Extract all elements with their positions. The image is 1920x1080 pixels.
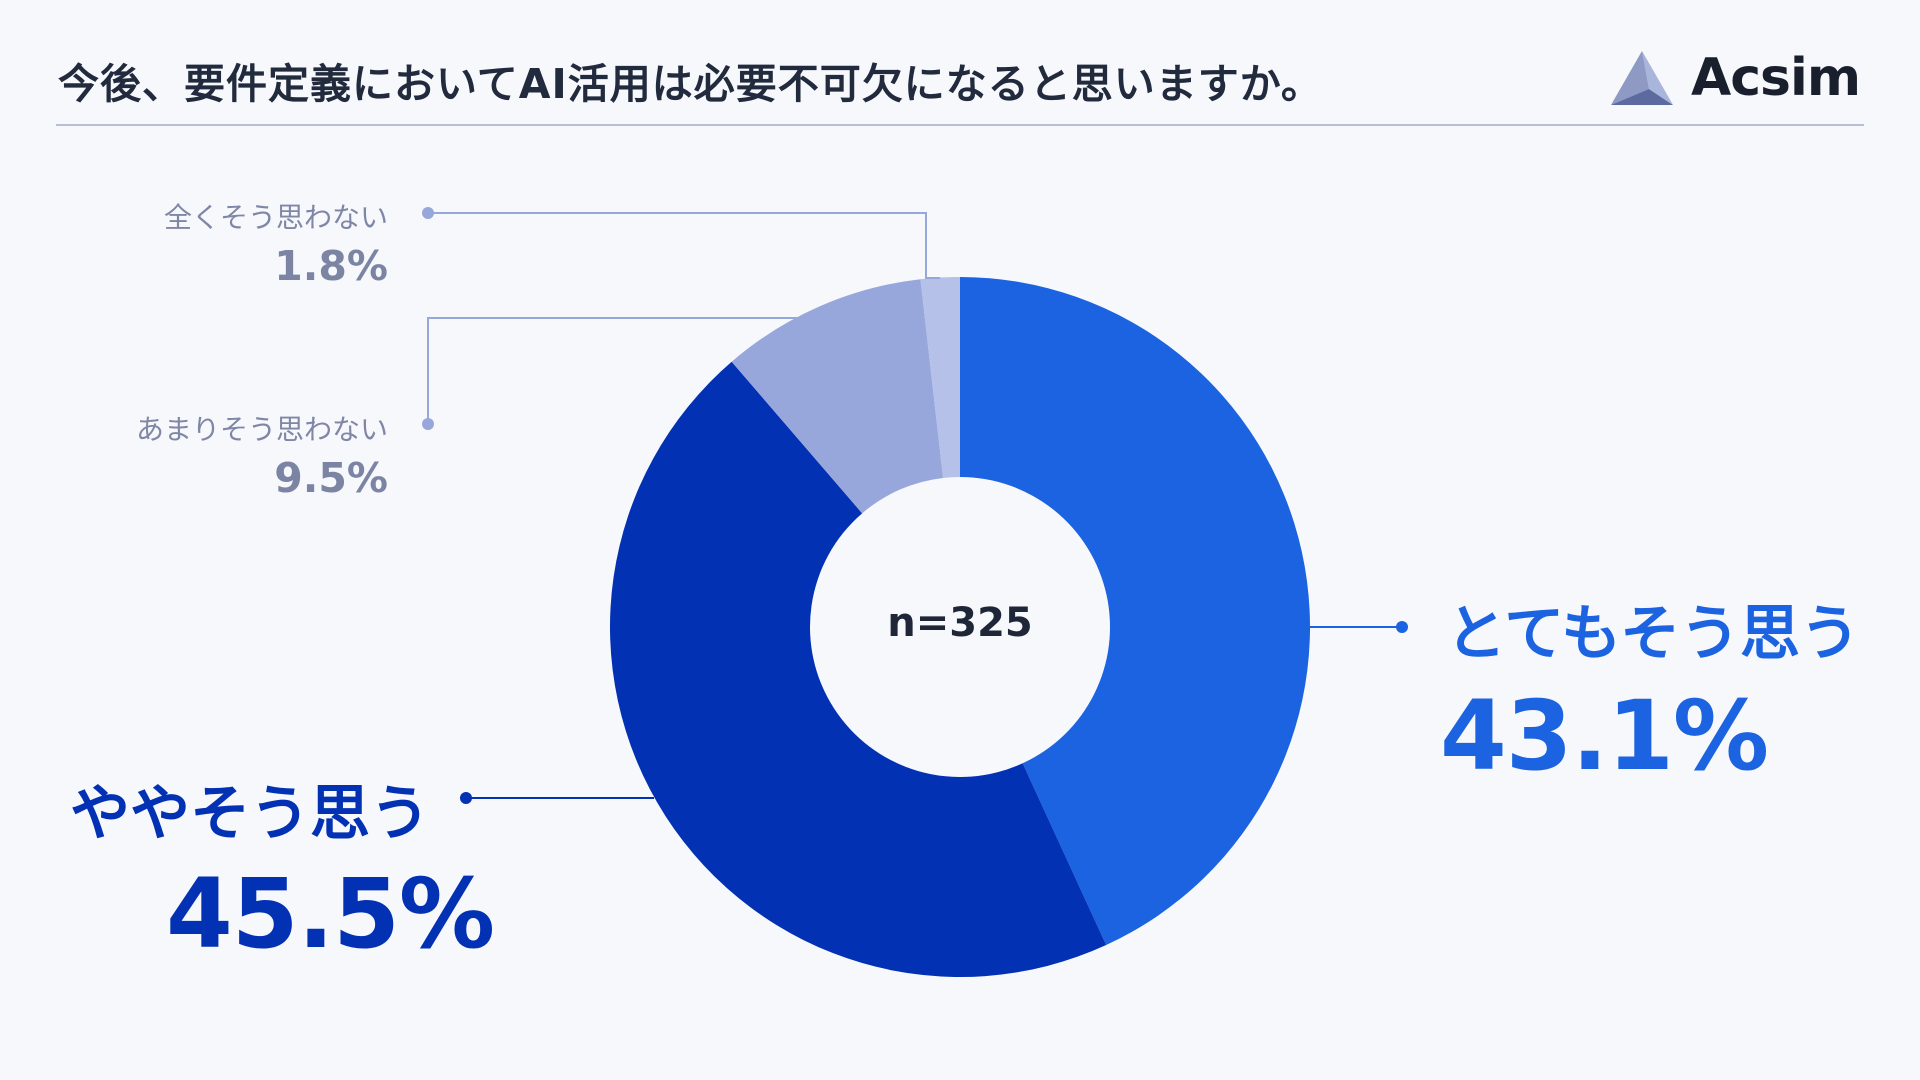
- page-title: 今後、要件定義においてAI活用は必要不可欠になると思いますか。: [58, 60, 1323, 108]
- leader-dot-yaya: [460, 792, 472, 804]
- slice-amari: [731, 279, 944, 514]
- slice-value-totemo: 43.1%: [1440, 680, 1769, 792]
- leader-dot-totemo: [1396, 621, 1408, 633]
- slice-mattaku: [920, 277, 960, 478]
- brand-name: Acsim: [1690, 48, 1861, 108]
- leader-dot-mattaku: [422, 207, 434, 219]
- slice-value-amari: 9.5%: [274, 454, 388, 502]
- leader-line-mattaku: [428, 212, 941, 279]
- slice-value-yaya: 45.5%: [166, 858, 495, 970]
- slice-label-mattaku: 全くそう思わない: [163, 201, 388, 234]
- center-label: n=325: [887, 600, 1033, 646]
- brand: Acsim: [1609, 48, 1861, 108]
- header: 今後、要件定義においてAI活用は必要不可欠になると思いますか。 Acsim: [56, 40, 1864, 126]
- slice-yaya: [610, 361, 1107, 977]
- slice-value-mattaku: 1.8%: [274, 242, 388, 290]
- slice-label-amari: あまりそう思わない: [135, 413, 388, 446]
- leader-dot-amari: [422, 418, 434, 430]
- slice-label-totemo: とてもそう思う: [1446, 599, 1860, 669]
- triangle-logo-icon: [1610, 51, 1673, 105]
- slice-totemo: [960, 277, 1310, 946]
- slice-label-yaya: ややそう思う: [70, 779, 430, 849]
- leader-line-amari: [427, 317, 820, 424]
